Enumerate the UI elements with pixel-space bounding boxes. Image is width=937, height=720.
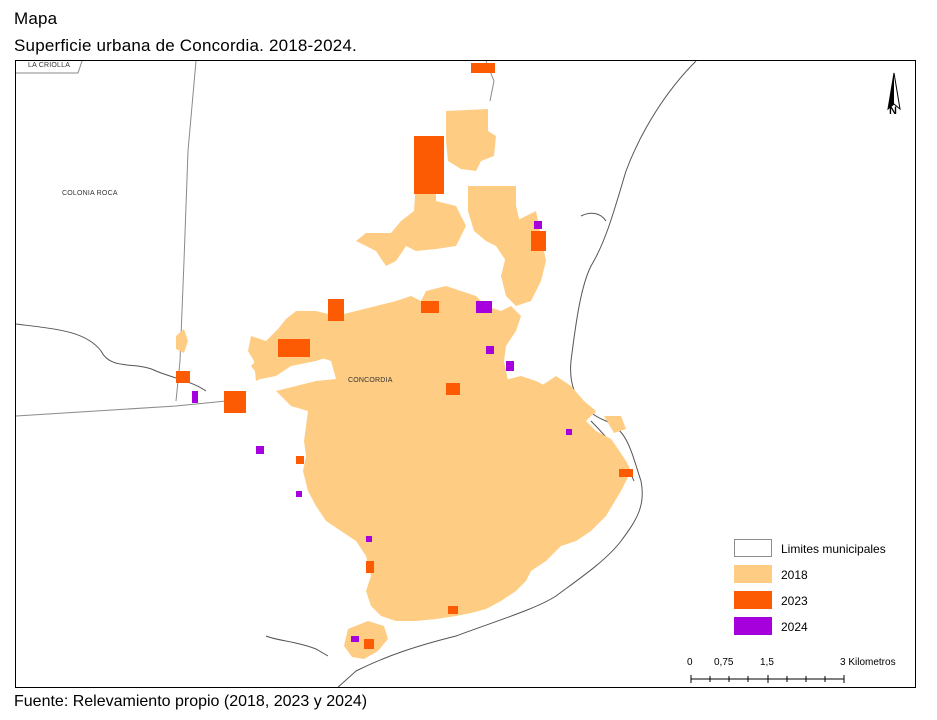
urban-area-2018 (176, 109, 631, 659)
scale-tick-label: 0,75 (714, 657, 734, 668)
patch-2024 (192, 391, 198, 403)
legend-label: 2018 (781, 568, 808, 582)
patch-2023 (224, 391, 246, 413)
patch-2024 (351, 636, 359, 642)
boundary-la-criolla (16, 61, 83, 74)
patch-2023 (414, 136, 444, 194)
scale-tick-label: 3 Kilometros (840, 657, 896, 668)
legend-item-2024: 2024 (734, 617, 915, 637)
legend-swatch-limites (734, 539, 772, 557)
legend-swatch-2018 (734, 565, 772, 583)
source-note: Fuente: Relevamiento propio (2018, 2023 … (14, 693, 368, 710)
boundary-colonia-roca-south (16, 398, 247, 417)
legend-swatch-2024 (734, 617, 772, 635)
urban-east-strip-2018 (501, 376, 596, 436)
patch-2023 (421, 301, 439, 313)
river-southwest (265, 635, 329, 657)
patch-2024 (476, 301, 492, 313)
patch-2023 (296, 456, 304, 464)
north-arrow-icon (887, 72, 901, 111)
patch-2023 (531, 231, 546, 251)
patch-2024 (506, 361, 514, 371)
scale-tick-label: 0 (687, 657, 693, 668)
legend-item-2023: 2023 (734, 591, 915, 611)
patch-2023 (446, 383, 460, 395)
patch-2024 (366, 536, 372, 542)
patch-2024 (296, 491, 302, 497)
legend-label: 2023 (781, 594, 808, 608)
patch-2023 (366, 561, 374, 573)
patch-2024 (486, 346, 494, 354)
map-subtitle: Superficie urbana de Concordia. 2018-202… (14, 36, 357, 55)
patch-2023 (328, 299, 344, 321)
river-uruguay (337, 61, 697, 687)
scale-tick-label: 1,5 (760, 657, 774, 668)
urban-east-patch-2018 (604, 416, 626, 433)
patch-2024 (566, 429, 572, 435)
urban-area-2023 (176, 63, 633, 649)
urban-northwest-2018 (356, 181, 466, 266)
urban-north-block-2018 (446, 109, 496, 171)
urban-west-arm-2018 (251, 341, 331, 379)
patch-2023 (448, 606, 458, 614)
patch-2023 (278, 339, 310, 357)
urban-far-west-2018 (176, 329, 188, 353)
patch-2023 (364, 639, 374, 649)
urban-core-2018 (248, 286, 631, 621)
place-label-colonia-roca: COLONIA ROCA (62, 190, 118, 197)
north-label: N (889, 105, 897, 117)
scale-bar-graphic (690, 675, 845, 683)
map-title: Mapa (14, 9, 58, 28)
patch-2023 (471, 63, 495, 73)
map-canvas (16, 61, 697, 687)
patch-2024 (534, 221, 542, 229)
legend-label: 2024 (781, 620, 808, 634)
patch-2024 (256, 446, 264, 454)
legend-item-limites: Limites municipales (734, 539, 915, 559)
river-tributary (580, 212, 607, 222)
map-frame: LA CRIOLLA COLONIA ROCA CONCORDIA N Limi… (15, 60, 916, 688)
patch-2023 (176, 371, 190, 383)
legend-label: Limites municipales (781, 542, 886, 556)
legend-swatch-2023 (734, 591, 772, 609)
urban-area-2024 (192, 221, 572, 642)
place-label-concordia: CONCORDIA (348, 377, 393, 384)
scale-bar: 0 0,75 1,5 3 Kilometros (684, 657, 914, 687)
patch-2023 (619, 469, 633, 477)
urban-north-strip-2018 (468, 186, 521, 261)
legend-item-2018: 2018 (734, 565, 915, 585)
place-label-la-criolla: LA CRIOLLA (28, 62, 71, 69)
